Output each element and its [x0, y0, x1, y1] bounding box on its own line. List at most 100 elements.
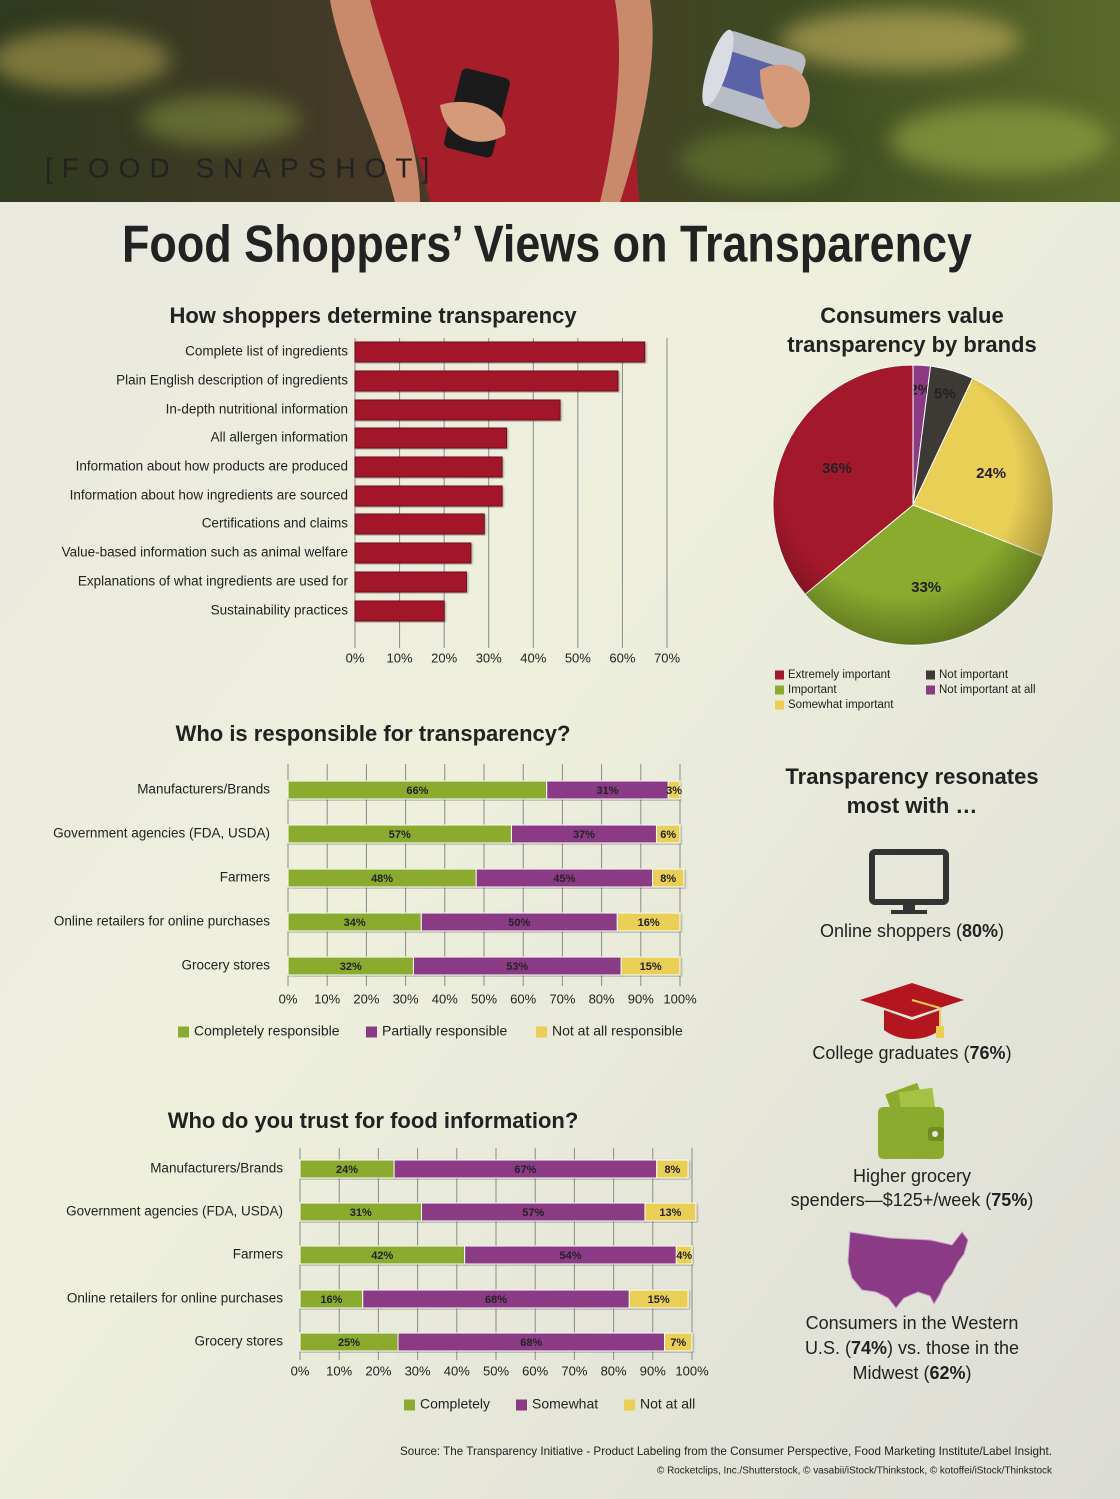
legend-swatch [516, 1399, 527, 1411]
segment-label: 7% [670, 1337, 686, 1349]
bar [354, 571, 467, 593]
resonates-text: ) [1006, 1043, 1012, 1063]
segment-label: 24% [336, 1164, 358, 1176]
category-label: Online retailers for online purchases [54, 914, 270, 929]
x-tick-label: 40% [444, 1363, 470, 1378]
resonates-text: Midwest ( [852, 1363, 929, 1383]
legend-swatch [536, 1026, 547, 1038]
x-tick-label: 90% [628, 991, 654, 1006]
x-tick-label: 70% [549, 991, 575, 1006]
segment-label: 54% [559, 1250, 581, 1262]
resonates-text: ) [1027, 1190, 1033, 1210]
segment-label: 50% [508, 917, 530, 929]
resonates-percent: 74% [851, 1338, 887, 1358]
icon-monitor [869, 849, 949, 914]
resonates-text: ) [998, 921, 1004, 941]
bar [354, 600, 445, 622]
x-tick-label: 50% [471, 991, 497, 1006]
x-tick-label: 10% [314, 991, 340, 1006]
segment-label: 31% [596, 785, 618, 797]
icon-us-map [847, 1231, 969, 1309]
legend-swatch [624, 1399, 635, 1411]
legend-swatch [926, 670, 935, 680]
category-label: Farmers [220, 870, 270, 885]
legend-label: Extremely important [788, 669, 891, 681]
segment-label: 16% [320, 1294, 342, 1306]
x-tick-label: 30% [405, 1363, 431, 1378]
resonates-text: Online shoppers ( [820, 921, 962, 941]
legend-label: Important [788, 684, 837, 696]
x-tick-label: 0% [279, 991, 298, 1006]
resonates-text: ) [966, 1363, 972, 1383]
x-tick-label: 0% [346, 650, 365, 665]
resonates-text: U.S. ( [805, 1338, 851, 1358]
section-tag: [FOOD SNAPSHOT] [45, 152, 438, 183]
segment-label: 68% [520, 1337, 542, 1349]
x-tick-label: 50% [483, 1363, 509, 1378]
segment-label: 25% [338, 1337, 360, 1349]
category-label: Sustainability practices [211, 603, 349, 618]
segment-label: 31% [350, 1207, 372, 1219]
segment-label: 66% [406, 785, 428, 797]
x-tick-label: 40% [432, 991, 458, 1006]
legend-label: Partially responsible [382, 1023, 507, 1039]
category-label: Online retailers for online purchases [67, 1291, 283, 1306]
bar-segment [616, 912, 681, 932]
bar-segment [628, 1289, 689, 1309]
category-label: In-depth nutritional information [166, 402, 348, 417]
x-tick-label: 10% [387, 650, 413, 665]
x-tick-label: 70% [561, 1363, 587, 1378]
segment-label: 6% [660, 829, 676, 841]
x-tick-label: 80% [589, 991, 615, 1006]
legend-swatch [775, 670, 784, 680]
x-tick-label: 40% [520, 650, 546, 665]
legend-label: Somewhat [532, 1396, 598, 1412]
legend-label: Completely [420, 1396, 490, 1412]
segment-label: 16% [638, 917, 660, 929]
category-label: Complete list of ingredients [185, 344, 348, 359]
header-photo: [FOOD SNAPSHOT] [0, 0, 1120, 202]
slice-label: 36% [822, 460, 852, 477]
segment-label: 67% [514, 1164, 536, 1176]
segment-label: 15% [640, 961, 662, 973]
resonates-text: College graduates ( [812, 1043, 969, 1063]
x-tick-label: 20% [365, 1363, 391, 1378]
category-label: Certifications and claims [202, 516, 349, 531]
category-label: Manufacturers/Brands [137, 782, 270, 797]
segment-label: 8% [664, 1164, 680, 1176]
resonates-line: Online shoppers (80%) [820, 921, 1004, 941]
chart-title: How shoppers determine transparency [169, 303, 577, 328]
resonates-line: spenders—$125+/week (75%) [791, 1190, 1034, 1210]
bar [354, 513, 485, 535]
bar-segment [664, 1332, 693, 1352]
legend-label: Somewhat important [788, 699, 894, 711]
resonates-line: Higher grocery [853, 1166, 971, 1186]
bar-segment [652, 868, 685, 888]
category-label: Plain English description of ingredients [116, 373, 348, 388]
segment-label: 4% [676, 1250, 692, 1262]
resonates-line: College graduates (76%) [812, 1043, 1011, 1063]
bar-segment [655, 824, 681, 844]
segment-label: 3% [666, 785, 682, 797]
resonates-line: Midwest (62%) [852, 1363, 971, 1383]
segment-label: 37% [573, 829, 595, 841]
x-tick-label: 60% [522, 1363, 548, 1378]
x-tick-label: 20% [353, 991, 379, 1006]
slice-label: 33% [911, 579, 941, 596]
x-tick-label: 50% [565, 650, 591, 665]
category-label: Information about how products are produ… [76, 459, 348, 474]
x-tick-label: 30% [393, 991, 419, 1006]
legend-swatch [775, 685, 784, 695]
legend-label: Not important at all [939, 684, 1036, 696]
legend-label: Not at all responsible [552, 1023, 683, 1039]
page-title: Food Shoppers’ Views on Transparency [122, 216, 972, 274]
segment-label: 15% [648, 1294, 670, 1306]
slice-label: 5% [934, 386, 956, 403]
legend-swatch [404, 1399, 415, 1411]
category-label: Government agencies (FDA, USDA) [66, 1204, 283, 1219]
x-tick-label: 80% [601, 1363, 627, 1378]
segment-label: 57% [522, 1207, 544, 1219]
x-tick-label: 0% [291, 1363, 310, 1378]
